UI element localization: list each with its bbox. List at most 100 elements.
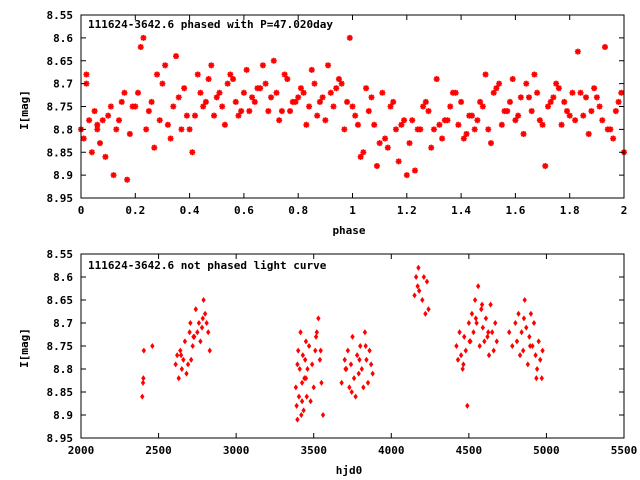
data-point (599, 117, 606, 124)
data-point (528, 108, 535, 115)
data-point (318, 347, 323, 354)
data-point (276, 117, 283, 124)
data-point (270, 57, 277, 64)
data-point (313, 333, 319, 340)
data-point (506, 98, 513, 105)
data-point (192, 112, 199, 119)
data-point (507, 329, 512, 336)
x-tick-label: 4000 (378, 444, 405, 457)
data-point (193, 306, 198, 313)
phased-x-axis-label: phase (332, 224, 365, 237)
y-tick-label: 8.7 (53, 78, 73, 91)
data-point (463, 347, 468, 354)
data-point (536, 117, 543, 124)
data-point (510, 342, 515, 350)
data-point (343, 365, 348, 373)
data-point (181, 85, 188, 92)
data-point (539, 121, 546, 128)
data-point (356, 370, 361, 377)
data-point (433, 76, 440, 83)
data-point (298, 329, 303, 336)
data-point (382, 135, 389, 142)
data-point (533, 352, 538, 359)
y-tick-label: 8.55 (47, 248, 74, 261)
data-point (365, 379, 371, 386)
data-point (523, 80, 530, 87)
data-point (390, 98, 397, 105)
data-point (116, 117, 123, 124)
data-point (325, 62, 332, 69)
data-point (154, 71, 161, 78)
data-point (612, 108, 619, 115)
data-point (281, 71, 288, 78)
data-point (141, 347, 147, 354)
data-point (162, 62, 169, 69)
data-point (466, 112, 473, 119)
unphased-data-points (140, 264, 545, 423)
data-point (295, 94, 302, 101)
data-point (278, 108, 285, 115)
data-point (346, 34, 353, 41)
y-tick-label: 8.9 (53, 409, 73, 422)
unphased-light-curve-chart: 2000 2500 3000 3500 4000 4500 5000 5500 8.55 8.6 8… (18, 248, 637, 477)
data-point (348, 361, 354, 368)
data-point (188, 356, 194, 363)
data-point (137, 44, 144, 51)
data-point (306, 342, 312, 350)
y-tick-label: 8.65 (47, 55, 74, 68)
data-point (479, 306, 484, 313)
data-point (574, 48, 581, 55)
data-point (296, 347, 301, 354)
unphased-plot-frame (80, 253, 625, 439)
data-point (550, 94, 557, 101)
data-point (475, 283, 481, 290)
x-tick-label: 0.8 (288, 204, 308, 217)
data-point (553, 80, 560, 87)
data-point (314, 329, 319, 336)
data-point (618, 89, 625, 96)
data-point (206, 329, 211, 336)
data-point (273, 89, 280, 96)
data-point (359, 365, 364, 373)
data-point (409, 117, 416, 124)
data-point (129, 103, 136, 110)
data-point (527, 333, 532, 340)
data-point (309, 361, 315, 368)
data-point (601, 44, 608, 51)
x-tick-label: 0.6 (234, 204, 254, 217)
data-point (485, 333, 490, 340)
data-point (300, 352, 306, 359)
data-point (462, 333, 467, 340)
data-point (294, 402, 299, 409)
data-point (483, 315, 489, 322)
data-point (311, 80, 318, 87)
data-point (370, 370, 375, 377)
data-point (211, 112, 218, 119)
data-point (295, 361, 300, 368)
data-point (566, 112, 573, 119)
data-point (569, 89, 576, 96)
data-point (392, 126, 399, 133)
data-point (486, 329, 491, 336)
data-point (527, 342, 533, 350)
data-point (347, 384, 352, 391)
data-point (490, 89, 497, 96)
data-point (403, 172, 410, 179)
data-point (439, 135, 446, 142)
data-point (232, 98, 239, 105)
x-tick-label: 2500 (145, 444, 172, 457)
data-point (415, 283, 420, 290)
data-point (458, 352, 464, 359)
data-point (179, 365, 185, 373)
phased-chart-title: 111624-3642.6 phased with P=47.020day (88, 18, 333, 31)
data-point (479, 301, 485, 308)
data-point (94, 126, 101, 133)
data-point (80, 135, 87, 142)
data-point (467, 338, 472, 345)
data-point (164, 121, 171, 128)
data-point (491, 347, 496, 354)
y-tick-label: 8.65 (47, 294, 74, 307)
data-point (205, 76, 212, 83)
data-point (141, 375, 146, 382)
